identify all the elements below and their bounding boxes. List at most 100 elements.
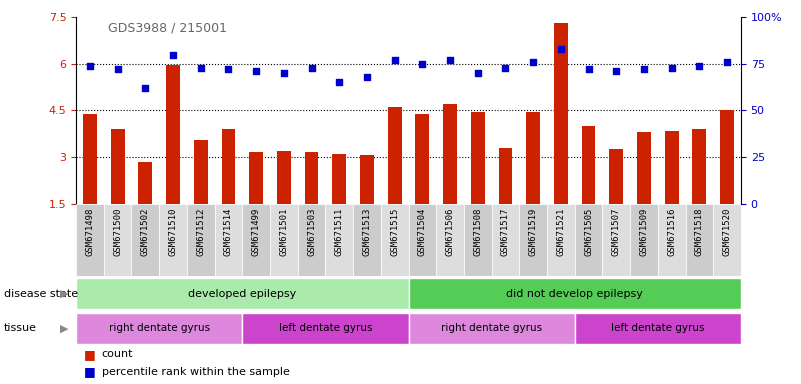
Point — [444, 57, 457, 63]
Text: GDS3988 / 215001: GDS3988 / 215001 — [108, 21, 227, 34]
Bar — [76, 313, 242, 344]
Point — [111, 66, 124, 73]
Bar — [692, 129, 706, 204]
Point — [554, 46, 567, 52]
Bar — [249, 152, 263, 204]
Bar — [492, 204, 519, 276]
Bar — [270, 204, 298, 276]
Bar — [526, 112, 540, 204]
Bar — [575, 313, 741, 344]
Text: GSM671514: GSM671514 — [224, 207, 233, 255]
Text: ■: ■ — [84, 348, 96, 361]
Bar — [409, 204, 437, 276]
Text: developed epilepsy: developed epilepsy — [188, 289, 296, 299]
Text: GSM671501: GSM671501 — [280, 207, 288, 255]
Text: GSM671516: GSM671516 — [667, 207, 676, 255]
Bar — [166, 65, 180, 204]
Bar — [602, 204, 630, 276]
Bar — [76, 278, 409, 310]
Text: GSM671512: GSM671512 — [196, 207, 205, 255]
Bar — [325, 204, 353, 276]
Bar — [215, 204, 242, 276]
Text: GSM671504: GSM671504 — [418, 207, 427, 255]
Text: GSM671510: GSM671510 — [168, 207, 178, 255]
Text: right dentate gyrus: right dentate gyrus — [109, 323, 210, 333]
Text: left dentate gyrus: left dentate gyrus — [611, 323, 705, 333]
Text: GSM671517: GSM671517 — [501, 207, 510, 255]
Bar — [187, 204, 215, 276]
Bar — [139, 162, 152, 204]
Text: disease state: disease state — [4, 289, 78, 299]
Bar — [380, 204, 409, 276]
Bar — [332, 154, 346, 204]
Text: GSM671515: GSM671515 — [390, 207, 399, 255]
Bar — [720, 111, 734, 204]
Text: GSM671502: GSM671502 — [141, 207, 150, 255]
Text: GSM671503: GSM671503 — [307, 207, 316, 255]
Point — [388, 57, 401, 63]
Bar — [630, 204, 658, 276]
Point — [222, 66, 235, 73]
Bar — [360, 156, 374, 204]
Bar — [353, 204, 380, 276]
Text: GSM671508: GSM671508 — [473, 207, 482, 255]
Point — [638, 66, 650, 73]
Bar — [159, 204, 187, 276]
Text: GSM671519: GSM671519 — [529, 207, 537, 255]
Text: count: count — [102, 349, 133, 359]
Bar — [464, 204, 492, 276]
Bar — [104, 204, 131, 276]
Point — [499, 65, 512, 71]
Bar — [277, 151, 291, 204]
Text: did not develop epilepsy: did not develop epilepsy — [506, 289, 643, 299]
Bar — [582, 126, 595, 204]
Bar — [111, 129, 125, 204]
Bar — [409, 313, 575, 344]
Text: GSM671507: GSM671507 — [612, 207, 621, 255]
Bar — [498, 148, 513, 204]
Point — [83, 63, 96, 69]
Bar — [222, 129, 235, 204]
Point — [527, 59, 540, 65]
Text: GSM671505: GSM671505 — [584, 207, 593, 255]
Bar — [437, 204, 464, 276]
Point — [582, 66, 595, 73]
Text: GSM671511: GSM671511 — [335, 207, 344, 255]
Bar — [409, 278, 741, 310]
Bar — [416, 114, 429, 204]
Bar — [471, 112, 485, 204]
Text: ▶: ▶ — [60, 289, 68, 299]
Point — [693, 63, 706, 69]
Text: GSM671498: GSM671498 — [86, 207, 95, 255]
Bar — [388, 107, 401, 204]
Point — [167, 51, 179, 58]
Point — [360, 74, 373, 80]
Bar — [194, 140, 207, 204]
Bar — [131, 204, 159, 276]
Text: percentile rank within the sample: percentile rank within the sample — [102, 366, 290, 377]
Bar — [242, 313, 409, 344]
Point — [471, 70, 484, 76]
Bar — [554, 23, 568, 204]
Point — [250, 68, 263, 74]
Text: GSM671509: GSM671509 — [639, 207, 649, 255]
Text: left dentate gyrus: left dentate gyrus — [279, 323, 372, 333]
Text: right dentate gyrus: right dentate gyrus — [441, 323, 542, 333]
Text: GSM671506: GSM671506 — [445, 207, 454, 255]
Text: GSM671518: GSM671518 — [695, 207, 704, 255]
Text: GSM671513: GSM671513 — [363, 207, 372, 255]
Bar — [443, 104, 457, 204]
Bar — [76, 204, 104, 276]
Point — [416, 61, 429, 67]
Point — [610, 68, 622, 74]
Bar — [519, 204, 547, 276]
Point — [195, 65, 207, 71]
Point — [277, 70, 290, 76]
Text: tissue: tissue — [4, 323, 37, 333]
Text: GSM671521: GSM671521 — [557, 207, 566, 255]
Bar — [610, 149, 623, 204]
Point — [666, 65, 678, 71]
Bar — [298, 204, 325, 276]
Point — [721, 59, 734, 65]
Bar — [575, 204, 602, 276]
